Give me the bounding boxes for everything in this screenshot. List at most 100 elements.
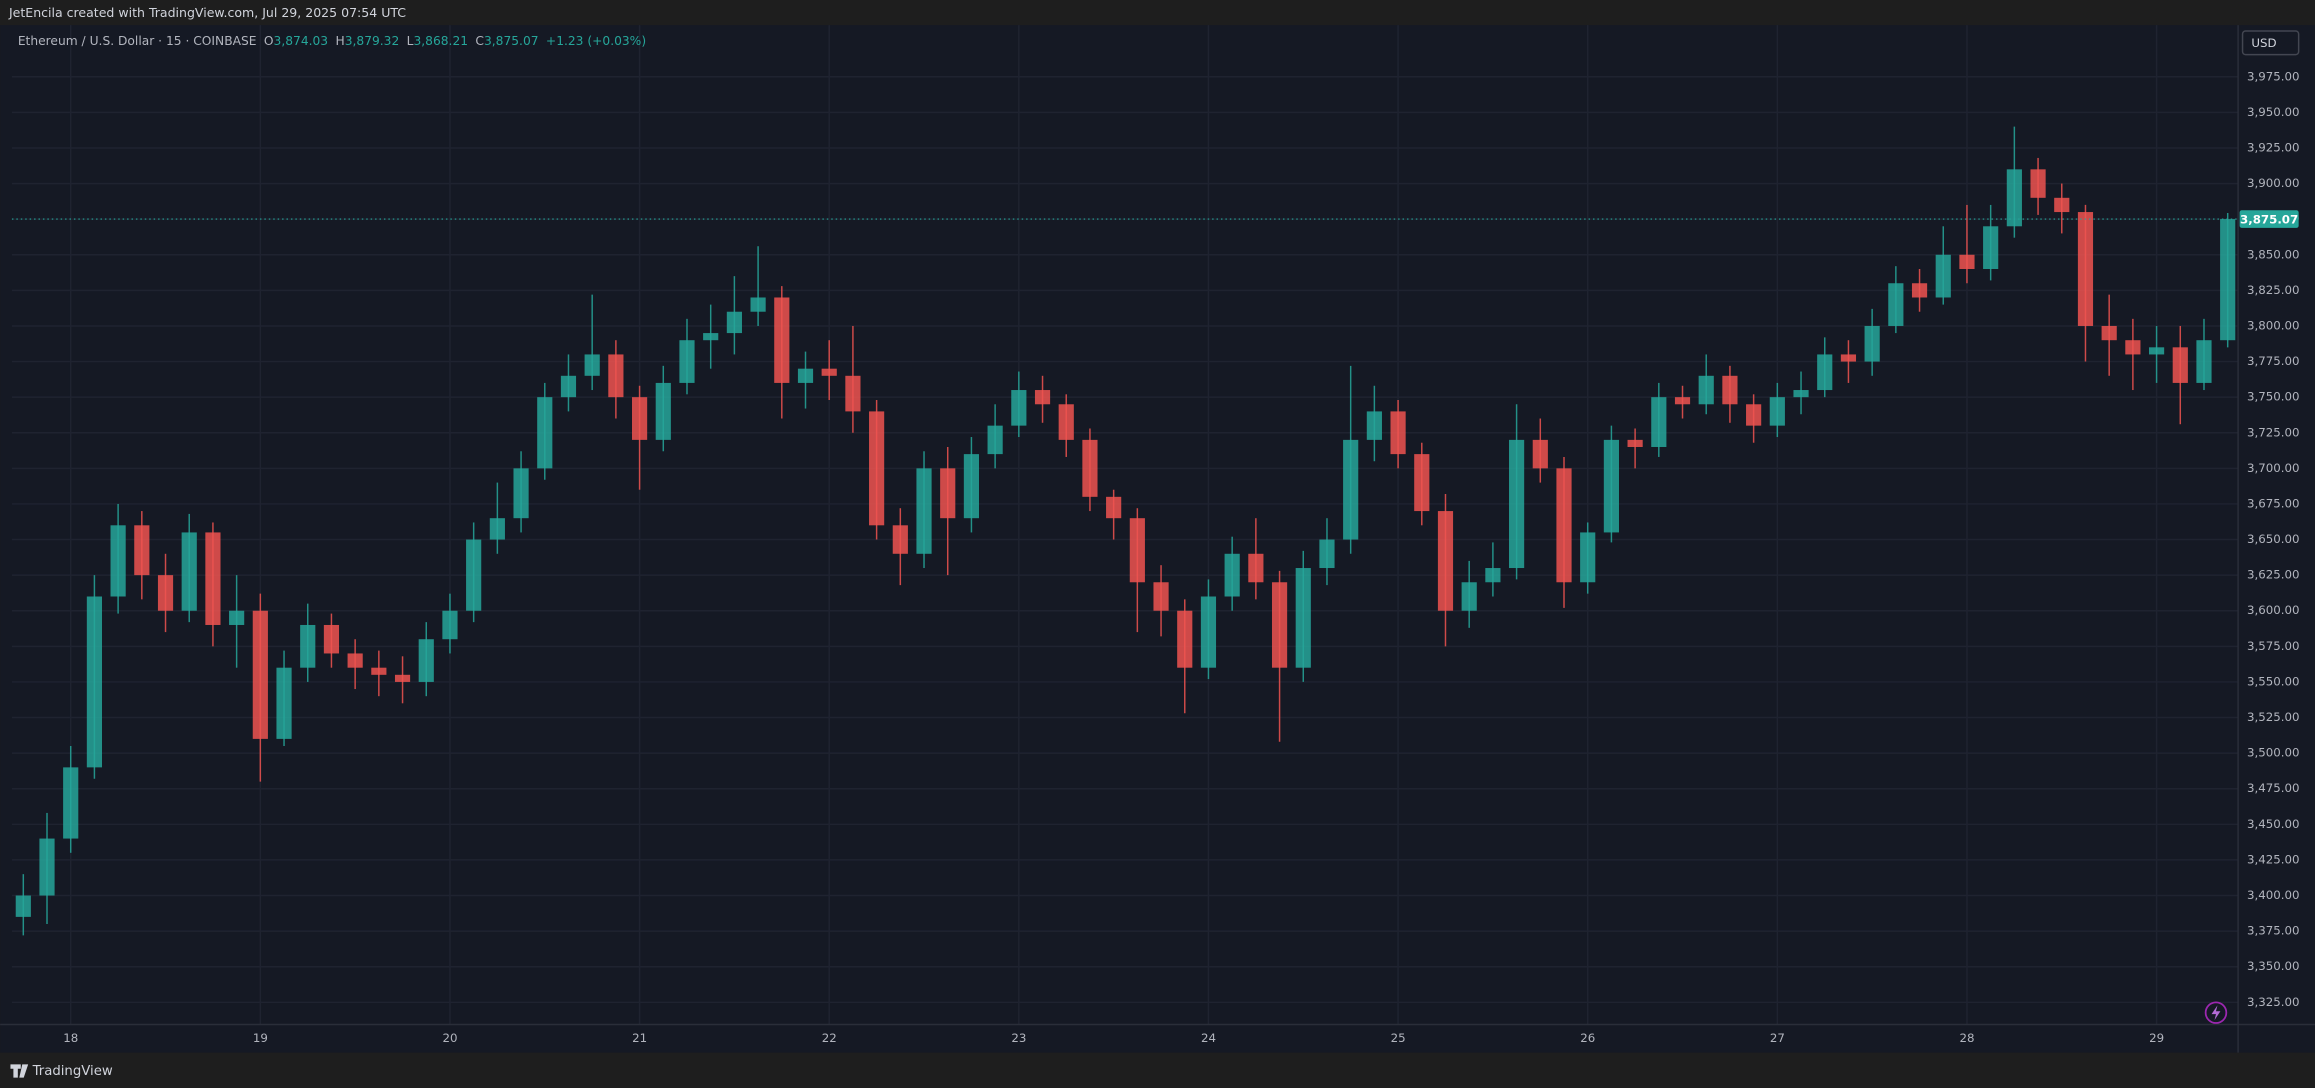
y-tick-label: 3,700.00	[2247, 461, 2300, 475]
candle-body	[1224, 553, 1240, 597]
candle-body	[15, 895, 31, 917]
candle-body	[750, 297, 766, 312]
candle-body	[1414, 454, 1430, 512]
candle-body	[276, 667, 292, 739]
ohlc-value: 3,874.03	[274, 34, 329, 48]
candle-body	[86, 596, 102, 768]
candle-body	[205, 532, 221, 625]
y-tick-label: 3,325.00	[2247, 995, 2300, 1009]
x-tick-label: 18	[63, 1031, 78, 1045]
candle-body	[869, 411, 885, 526]
candle-body	[1248, 553, 1264, 583]
candle-body	[1793, 390, 1809, 398]
candle-body	[940, 468, 956, 519]
currency-button[interactable]	[2241, 30, 2300, 56]
candle-body	[371, 667, 387, 675]
candle-body	[2148, 347, 2165, 355]
y-tick-label: 3,775.00	[2247, 354, 2300, 368]
x-tick-label: 25	[1391, 1031, 1406, 1045]
candle-body	[1177, 610, 1193, 668]
x-tick-label: 24	[1201, 1031, 1216, 1045]
y-tick-label: 3,650.00	[2247, 532, 2300, 546]
candle-body	[2006, 169, 2022, 227]
y-tick-label: 3,925.00	[2247, 140, 2300, 154]
x-tick-label: 28	[1959, 1031, 1974, 1045]
candle-body	[1295, 568, 1311, 668]
candle-body	[1058, 404, 1074, 440]
candle-body	[1319, 539, 1335, 569]
candle-body	[1746, 404, 1762, 426]
last-price-label: 3,875.07	[2240, 212, 2298, 226]
ohlc-key: C	[475, 34, 484, 48]
candle-body	[1888, 283, 1904, 326]
candle-body	[2220, 219, 2236, 341]
y-tick-label: 3,425.00	[2247, 852, 2300, 866]
y-tick-label: 3,375.00	[2247, 924, 2300, 938]
y-tick-label: 3,725.00	[2247, 425, 2300, 439]
y-tick-label: 3,525.00	[2247, 710, 2300, 724]
ohlc-key: H	[335, 34, 344, 48]
candle-body	[1674, 397, 1691, 405]
x-tick-label: 26	[1580, 1031, 1595, 1045]
candle-body	[1556, 468, 1572, 583]
candle-body	[1366, 411, 1382, 440]
alert-icon[interactable]	[2204, 1001, 2228, 1024]
grid	[11, 25, 2239, 1025]
currency-label: USD	[2251, 36, 2276, 50]
candle-body	[1532, 439, 1548, 469]
candle-body	[347, 653, 363, 668]
candle-body	[1935, 254, 1951, 298]
y-tick-label: 3,850.00	[2247, 247, 2300, 261]
candle-body	[466, 539, 482, 611]
candle-body	[797, 368, 814, 383]
candle-body	[2125, 340, 2141, 355]
candle-body	[2172, 347, 2188, 383]
candle-body	[1817, 354, 1833, 391]
y-tick-label: 3,825.00	[2247, 283, 2300, 297]
candle-body	[1983, 226, 1999, 270]
x-tick-label: 19	[253, 1031, 268, 1045]
candle-body	[2054, 197, 2070, 213]
y-tick-label: 3,575.00	[2247, 639, 2300, 653]
candles	[15, 126, 2236, 936]
candle-body	[1509, 439, 1525, 569]
candle-body	[2030, 169, 2046, 198]
brand-logo	[10, 1064, 29, 1078]
candle-body	[845, 375, 861, 412]
y-tick-label: 3,500.00	[2247, 746, 2300, 760]
candle-body	[892, 525, 908, 554]
y-tick-label: 3,800.00	[2247, 318, 2300, 332]
y-tick-label: 3,600.00	[2247, 603, 2300, 617]
candle-body	[1627, 439, 1643, 447]
candle-body	[821, 368, 837, 376]
candle-body	[1437, 511, 1454, 611]
candle-body	[300, 624, 316, 668]
candle-body	[1390, 411, 1406, 455]
y-tick-label: 3,900.00	[2247, 176, 2300, 190]
candle-body	[726, 311, 742, 334]
candle-body	[1034, 390, 1051, 405]
last-price-tag	[2239, 210, 2299, 228]
candle-body	[1011, 390, 1027, 426]
candle-body	[963, 454, 980, 519]
candle-body	[1485, 568, 1501, 583]
candle-body	[442, 610, 458, 640]
candle-body	[655, 382, 671, 440]
x-tick-label: 23	[1011, 1031, 1026, 1045]
candle-body	[1271, 582, 1288, 668]
y-tick-label: 3,550.00	[2247, 674, 2300, 688]
ohlc-change: +1.23 (+0.03%)	[546, 34, 646, 48]
candle-body	[2196, 340, 2212, 383]
candle-body	[679, 340, 695, 383]
ohlc-legend: O 3,874.03 H 3,879.32 L 3,868.21 C 3,875.07 +1.2…	[264, 34, 646, 48]
candle-body	[1461, 582, 1477, 611]
y-tick-label: 3,625.00	[2247, 568, 2300, 582]
candle-body	[1153, 582, 1169, 611]
x-tick-label: 29	[2149, 1031, 2164, 1045]
candle-body	[1864, 325, 1880, 362]
candle-body	[1603, 439, 1619, 533]
x-tick-label: 22	[822, 1031, 837, 1045]
ohlc-value: 3,875.07	[484, 34, 539, 48]
